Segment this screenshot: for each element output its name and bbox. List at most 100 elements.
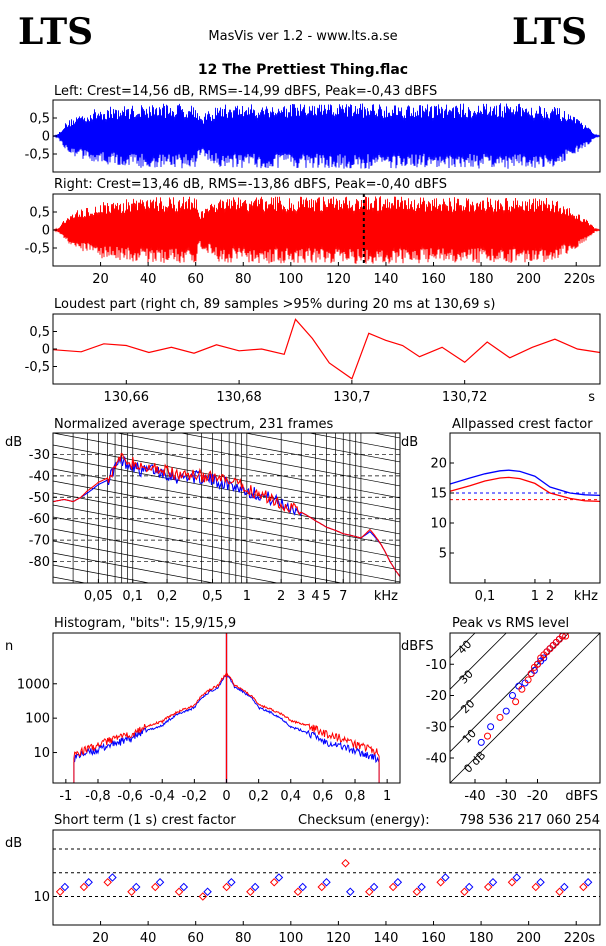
- y-tick-label: 0: [42, 130, 50, 145]
- logo-left: LTS: [18, 11, 93, 53]
- y-tick-label: -20: [426, 689, 447, 704]
- crest-point: [555, 887, 564, 896]
- crest-point: [179, 882, 189, 892]
- x-tick-label: 0,2: [157, 589, 178, 604]
- spectrum-slope-line: [243, 433, 400, 463]
- crest-point: [583, 878, 593, 887]
- y-tick-label: 10: [33, 890, 50, 905]
- x-tick-label: 7: [339, 589, 347, 604]
- x-tick-label: 0,1: [475, 589, 496, 604]
- crest-point: [127, 887, 136, 896]
- y-unit-label: dB: [5, 435, 22, 450]
- crest-point: [365, 887, 374, 896]
- spectrum-slope-line: [53, 528, 344, 583]
- spectrum-slope-line: [53, 564, 152, 583]
- x-tick-label: 130,66: [104, 390, 150, 405]
- x-tick-label: -0,6: [117, 789, 142, 804]
- spectrum-slope-line: [53, 492, 400, 559]
- loudest-line: [52, 318, 601, 380]
- y-tick-label: 5: [439, 547, 447, 562]
- crest-line: [449, 476, 601, 503]
- x-tick-label: 130,72: [442, 390, 488, 405]
- spectrum-slope-line: [53, 576, 87, 583]
- peak-rms-point: [527, 670, 535, 678]
- crest-point: [536, 878, 545, 887]
- x-tick-label: 1: [383, 789, 391, 804]
- crest-point: [298, 882, 307, 892]
- spectrum-slope-line: [53, 433, 400, 499]
- loudest-part-panel: Loudest part (right ch, 89 samples >95% …: [25, 297, 601, 405]
- x-tick-label: 0,5: [202, 589, 223, 604]
- crest-point: [412, 887, 422, 896]
- x-tick-label: 180: [469, 272, 494, 287]
- y-tick-label: -0,5: [25, 148, 50, 163]
- x-tick-label: -40: [464, 789, 485, 804]
- x-tick-label: 0,2: [248, 789, 269, 804]
- crest-point: [388, 882, 398, 892]
- plot-frame: [52, 313, 601, 385]
- x-unit-label: dBFS: [565, 789, 598, 804]
- x-tick-label: 130,68: [216, 390, 262, 405]
- crest-point: [512, 873, 522, 882]
- x-tick-label: 4: [311, 589, 319, 604]
- peak-rms-point: [477, 738, 485, 746]
- spectrum-slope-line: [53, 504, 400, 571]
- spectrum-slope-line: [53, 552, 216, 583]
- peak-rms-point: [502, 707, 510, 715]
- crest-diagonal-label: 0 dB: [461, 749, 488, 776]
- y-tick-label: 10: [33, 746, 50, 761]
- crest-point: [417, 882, 426, 892]
- x-tick-label: -20: [527, 789, 548, 804]
- x-tick-label: 1: [531, 589, 539, 604]
- x-tick-label: 220: [564, 272, 589, 287]
- x-tick-label: 60: [187, 272, 204, 287]
- crest-point: [203, 887, 212, 896]
- checksum-value: 798 536 217 060 254: [459, 813, 600, 828]
- peak-rms-point: [512, 698, 520, 706]
- y-tick-label: -40: [426, 752, 447, 767]
- y-tick-label: -30: [29, 448, 50, 463]
- y-tick-label: 100: [25, 712, 50, 727]
- crest-diagonal-label: 20: [458, 697, 477, 716]
- crest-point: [55, 887, 65, 896]
- x-tick-label: 100: [278, 931, 303, 946]
- y-tick-label: -40: [29, 469, 50, 484]
- spectrum-line: [53, 452, 400, 577]
- crest-point: [131, 882, 141, 892]
- x-tick-label: 120: [326, 931, 351, 946]
- x-tick-label: -0,2: [182, 789, 207, 804]
- spectrum-slope-line: [53, 325, 400, 390]
- crest-point: [269, 878, 279, 887]
- crest-point: [436, 878, 445, 887]
- y-tick-label: -0,5: [25, 242, 50, 257]
- crest-diagonal-label: 10: [460, 727, 479, 746]
- plot-frame: [52, 829, 601, 926]
- crest-point: [227, 878, 236, 887]
- x-tick-label: 60: [187, 931, 204, 946]
- x-tick-label: 120: [326, 272, 351, 287]
- x-tick-label: 2: [546, 589, 554, 604]
- crest-point: [460, 887, 469, 896]
- x-tick-label: -1: [59, 789, 72, 804]
- crest-point: [108, 873, 117, 882]
- crest-point: [84, 878, 93, 887]
- x-tick-label: 200: [516, 931, 541, 946]
- crest-point: [341, 859, 350, 868]
- x-tick-label: 40: [140, 272, 157, 287]
- crest-point: [60, 882, 70, 892]
- y-tick-label: -60: [29, 512, 50, 527]
- right-waveform-panel: Right: Crest=13,46 dB, RMS=-13,86 dBFS, …: [25, 177, 601, 287]
- crest-diagonal-label: 30: [457, 667, 476, 686]
- checksum-label: Checksum (energy):: [298, 813, 430, 828]
- spectrum-slope-line: [53, 468, 400, 535]
- x-tick-label: 40: [140, 931, 157, 946]
- spectrum-slope-line: [53, 313, 400, 378]
- x-unit-label: kHz: [574, 589, 598, 604]
- crest-point: [222, 882, 231, 892]
- x-tick-label: 2: [277, 589, 285, 604]
- peak-rms-point: [484, 732, 491, 740]
- crest-point: [369, 882, 379, 892]
- spectrum-slope-line: [115, 433, 400, 487]
- spectrum-panel: Normalized average spectrum, 231 frames …: [5, 313, 401, 604]
- y-unit-label: dB: [401, 435, 418, 450]
